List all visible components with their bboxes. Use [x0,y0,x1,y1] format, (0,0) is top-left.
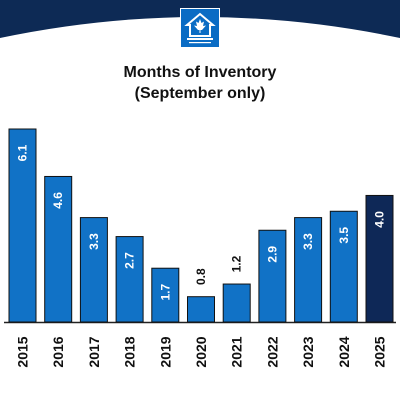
ottawa-real-estate-board-logo[interactable] [180,8,220,48]
x-tick-2018: 2018 [122,336,138,367]
x-tick-2020: 2020 [193,336,209,367]
bar-2016 [44,175,73,323]
data-label-2020: 0.8 [194,268,208,285]
bar-2017 [79,217,108,323]
chart-title-block: Months of Inventory (September only) [0,62,400,104]
data-label-2018: 2.7 [123,252,137,269]
x-tick-2022: 2022 [264,336,280,367]
data-label-2024: 3.5 [337,227,351,244]
x-tick-2025: 2025 [372,336,388,367]
bar-2025 [365,194,394,323]
data-label-2019: 1.7 [158,284,172,301]
header-banner [0,0,400,38]
chart-title: Months of Inventory [123,64,277,81]
data-label-2023: 3.3 [301,233,315,250]
bar-2019 [151,267,180,323]
x-tick-2021: 2021 [229,336,245,367]
x-tick-2016: 2016 [50,336,66,367]
bar-2024 [329,210,358,323]
data-label-2017: 3.3 [87,233,101,250]
data-label-2015: 6.1 [16,144,30,161]
bar-2021 [222,283,251,323]
x-tick-2015: 2015 [15,336,31,367]
house-maple-leaf-icon [184,12,216,44]
data-label-2025: 4.0 [373,211,387,228]
x-tick-2024: 2024 [336,336,352,367]
data-label-2022: 2.9 [265,246,279,263]
data-label-2021: 1.2 [230,255,244,272]
bar-2018 [115,236,144,323]
x-tick-2019: 2019 [157,336,173,367]
x-tick-2023: 2023 [300,336,316,367]
x-tick-2017: 2017 [86,336,102,367]
bar-2023 [294,217,323,323]
data-label-2016: 4.6 [51,192,65,209]
bar-2020 [187,296,215,323]
chart-subtitle: (September only) [134,85,266,102]
bar-2015 [8,128,37,323]
bar-2022 [258,229,287,323]
